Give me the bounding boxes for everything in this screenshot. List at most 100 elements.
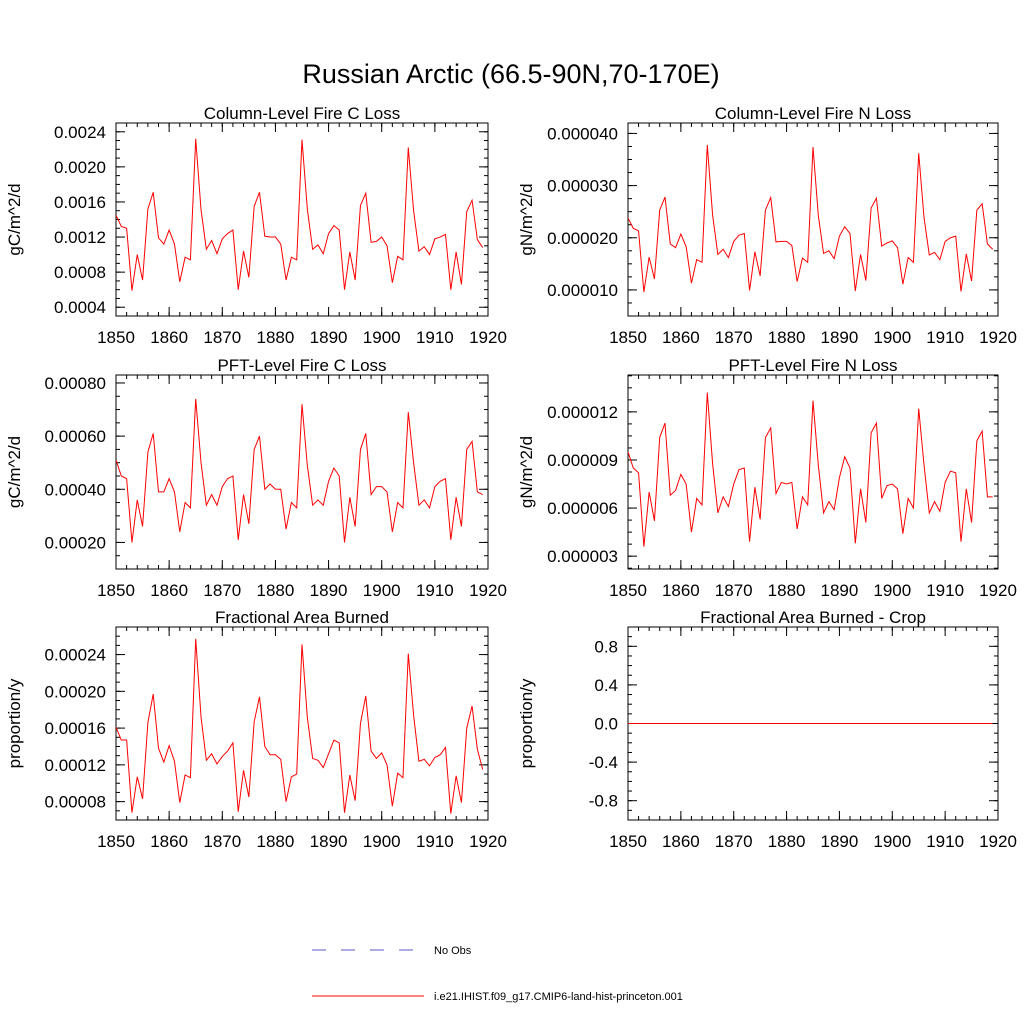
legend-label: No Obs — [434, 945, 472, 957]
x-tick-label: 1920 — [979, 328, 1017, 347]
x-tick-label: 1910 — [416, 328, 454, 347]
x-tick-label: 1900 — [363, 581, 401, 600]
x-tick-label: 1850 — [609, 581, 647, 600]
x-tick-label: 1900 — [363, 832, 401, 851]
x-tick-label: 1880 — [257, 832, 295, 851]
x-tick-label: 1860 — [662, 832, 700, 851]
x-tick-label: 1890 — [310, 832, 348, 851]
x-tick-label: 1860 — [150, 581, 188, 600]
y-tick-label: 0.00024 — [45, 646, 106, 665]
y-tick-label: 0.000030 — [547, 177, 618, 196]
x-tick-label: 1880 — [768, 832, 806, 851]
y-tick-label: 0.000010 — [547, 281, 618, 300]
x-tick-label: 1850 — [609, 328, 647, 347]
x-tick-label: 1920 — [979, 581, 1017, 600]
x-tick-label: 1860 — [662, 328, 700, 347]
x-tick-label: 1860 — [150, 328, 188, 347]
x-tick-label: 1900 — [873, 581, 911, 600]
y-tick-label: 0.00008 — [45, 793, 106, 812]
data-series-line — [628, 144, 994, 293]
x-tick-label: 1880 — [768, 581, 806, 600]
x-tick-label: 1890 — [310, 328, 348, 347]
panel-6: 1850 1860 1870 1880 1890 1900 1910 1920 -0.8 -0.4… — [517, 608, 1017, 851]
x-tick-label: 1870 — [715, 328, 753, 347]
panel-title: PFT-Level Fire N Loss — [728, 356, 897, 375]
x-tick-label: 1910 — [926, 832, 964, 851]
y-tick-label: 0.000009 — [547, 451, 618, 470]
y-tick-label: -0.8 — [589, 792, 618, 811]
x-tick-label: 1870 — [715, 832, 753, 851]
y-tick-label: 0.0020 — [54, 158, 106, 177]
y-tick-label: 0.00040 — [45, 480, 106, 499]
plot-frame — [115, 626, 489, 821]
y-tick-label: 0.000006 — [547, 499, 618, 518]
x-tick-label: 1910 — [926, 328, 964, 347]
data-series-line — [116, 638, 484, 814]
y-axis-label: gC/m^2/d — [5, 436, 24, 508]
x-tick-label: 1850 — [97, 832, 135, 851]
legend-label: i.e21.IHIST.f09_g17.CMIP6-land-hist-prin… — [434, 991, 683, 1003]
panels: 1850 1860 1870 1880 1890 1900 1910 1920 0.0004 0.… — [5, 104, 1017, 851]
panel-4: 1850 1860 1870 1880 1890 1900 1910 1920 0.000003… — [517, 356, 1017, 600]
x-tick-label: 1910 — [416, 832, 454, 851]
x-tick-label: 1910 — [926, 581, 964, 600]
x-tick-label: 1910 — [416, 581, 454, 600]
x-tick-label: 1850 — [97, 581, 135, 600]
x-tick-label: 1890 — [821, 581, 859, 600]
x-tick-label: 1900 — [873, 328, 911, 347]
y-tick-label: 0.4 — [594, 676, 618, 695]
panel-title: Column-Level Fire N Loss — [715, 104, 912, 123]
y-axis-label: gC/m^2/d — [5, 183, 24, 255]
y-tick-label: 0.0 — [594, 715, 618, 734]
x-tick-label: 1860 — [662, 581, 700, 600]
y-tick-label: 0.00060 — [45, 427, 106, 446]
y-tick-label: 0.00080 — [45, 374, 106, 393]
x-tick-label: 1890 — [821, 832, 859, 851]
plot-frame — [115, 374, 489, 570]
y-tick-label: 0.00012 — [45, 756, 106, 775]
plot-frame — [627, 122, 999, 317]
data-series-line — [116, 138, 484, 291]
y-tick-label: 0.8 — [594, 637, 618, 656]
x-tick-label: 1900 — [363, 328, 401, 347]
panel-1: 1850 1860 1870 1880 1890 1900 1910 1920 0.0004 0.… — [5, 104, 507, 347]
x-tick-label: 1870 — [203, 832, 241, 851]
panel-title: Column-Level Fire C Loss — [204, 104, 401, 123]
y-axis-label: proportion/y — [517, 678, 536, 768]
panel-title: PFT-Level Fire C Loss — [217, 356, 386, 375]
x-tick-label: 1920 — [469, 581, 507, 600]
y-tick-label: 0.0012 — [54, 228, 106, 247]
x-tick-label: 1880 — [257, 581, 295, 600]
x-tick-label: 1870 — [203, 581, 241, 600]
y-tick-label: 0.000020 — [547, 229, 618, 248]
y-tick-label: 0.000040 — [547, 124, 618, 143]
panel-5: 1850 1860 1870 1880 1890 1900 1910 1920 0.00008 0… — [5, 608, 507, 851]
panel-3: 1850 1860 1870 1880 1890 1900 1910 1920 0.00020 0… — [5, 356, 507, 600]
x-tick-label: 1870 — [715, 581, 753, 600]
x-tick-label: 1880 — [768, 328, 806, 347]
x-tick-label: 1850 — [97, 328, 135, 347]
x-tick-label: 1850 — [609, 832, 647, 851]
y-tick-label: 0.0004 — [54, 298, 106, 317]
x-tick-label: 1870 — [203, 328, 241, 347]
legend: No Obs i.e21.IHIST.f09_g17.CMIP6-land-his… — [312, 945, 683, 1003]
plot-frame — [115, 122, 489, 317]
y-tick-label: 0.0008 — [54, 263, 106, 282]
x-tick-label: 1920 — [469, 328, 507, 347]
data-series-line — [628, 392, 993, 547]
x-tick-label: 1920 — [469, 832, 507, 851]
x-tick-label: 1890 — [310, 581, 348, 600]
panel-2: 1850 1860 1870 1880 1890 1900 1910 1920 0.000010… — [517, 104, 1017, 347]
y-axis-label: gN/m^2/d — [517, 183, 536, 255]
y-tick-label: 0.00020 — [45, 682, 106, 701]
data-series-line — [116, 398, 483, 543]
x-tick-label: 1890 — [821, 328, 859, 347]
y-tick-label: 0.0016 — [54, 193, 106, 212]
y-tick-label: 0.00020 — [45, 533, 106, 552]
x-tick-label: 1880 — [257, 328, 295, 347]
y-tick-label: -0.4 — [589, 753, 618, 772]
y-tick-label: 0.0024 — [54, 123, 106, 142]
figure-title: Russian Arctic (66.5-90N,70-170E) — [302, 59, 719, 89]
panel-title: Fractional Area Burned — [215, 608, 389, 627]
